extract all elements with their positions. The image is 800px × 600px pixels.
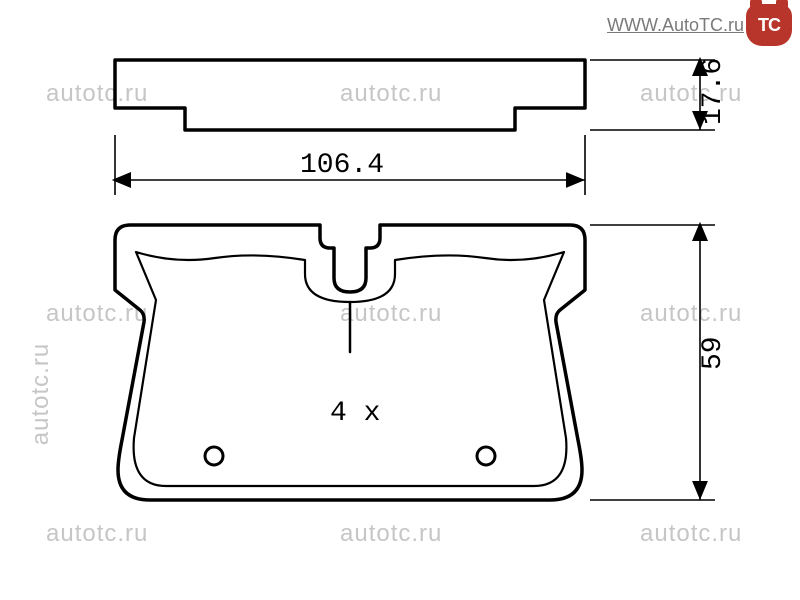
dimension-thickness-label: 17.6 bbox=[698, 58, 729, 125]
drawing-svg: 4 x 106.4 59 17.6 bbox=[0, 0, 800, 600]
dimension-height bbox=[590, 225, 715, 500]
top-view bbox=[115, 60, 585, 130]
front-view bbox=[115, 225, 585, 500]
quantity-label: 4 x bbox=[330, 398, 380, 429]
dimension-thickness bbox=[590, 60, 715, 130]
dimension-height-label: 59 bbox=[698, 336, 729, 370]
dimension-width-label: 106.4 bbox=[300, 150, 384, 181]
technical-drawing-brake-pad: { "drawing": { "type": "technical-diagra… bbox=[0, 0, 800, 600]
